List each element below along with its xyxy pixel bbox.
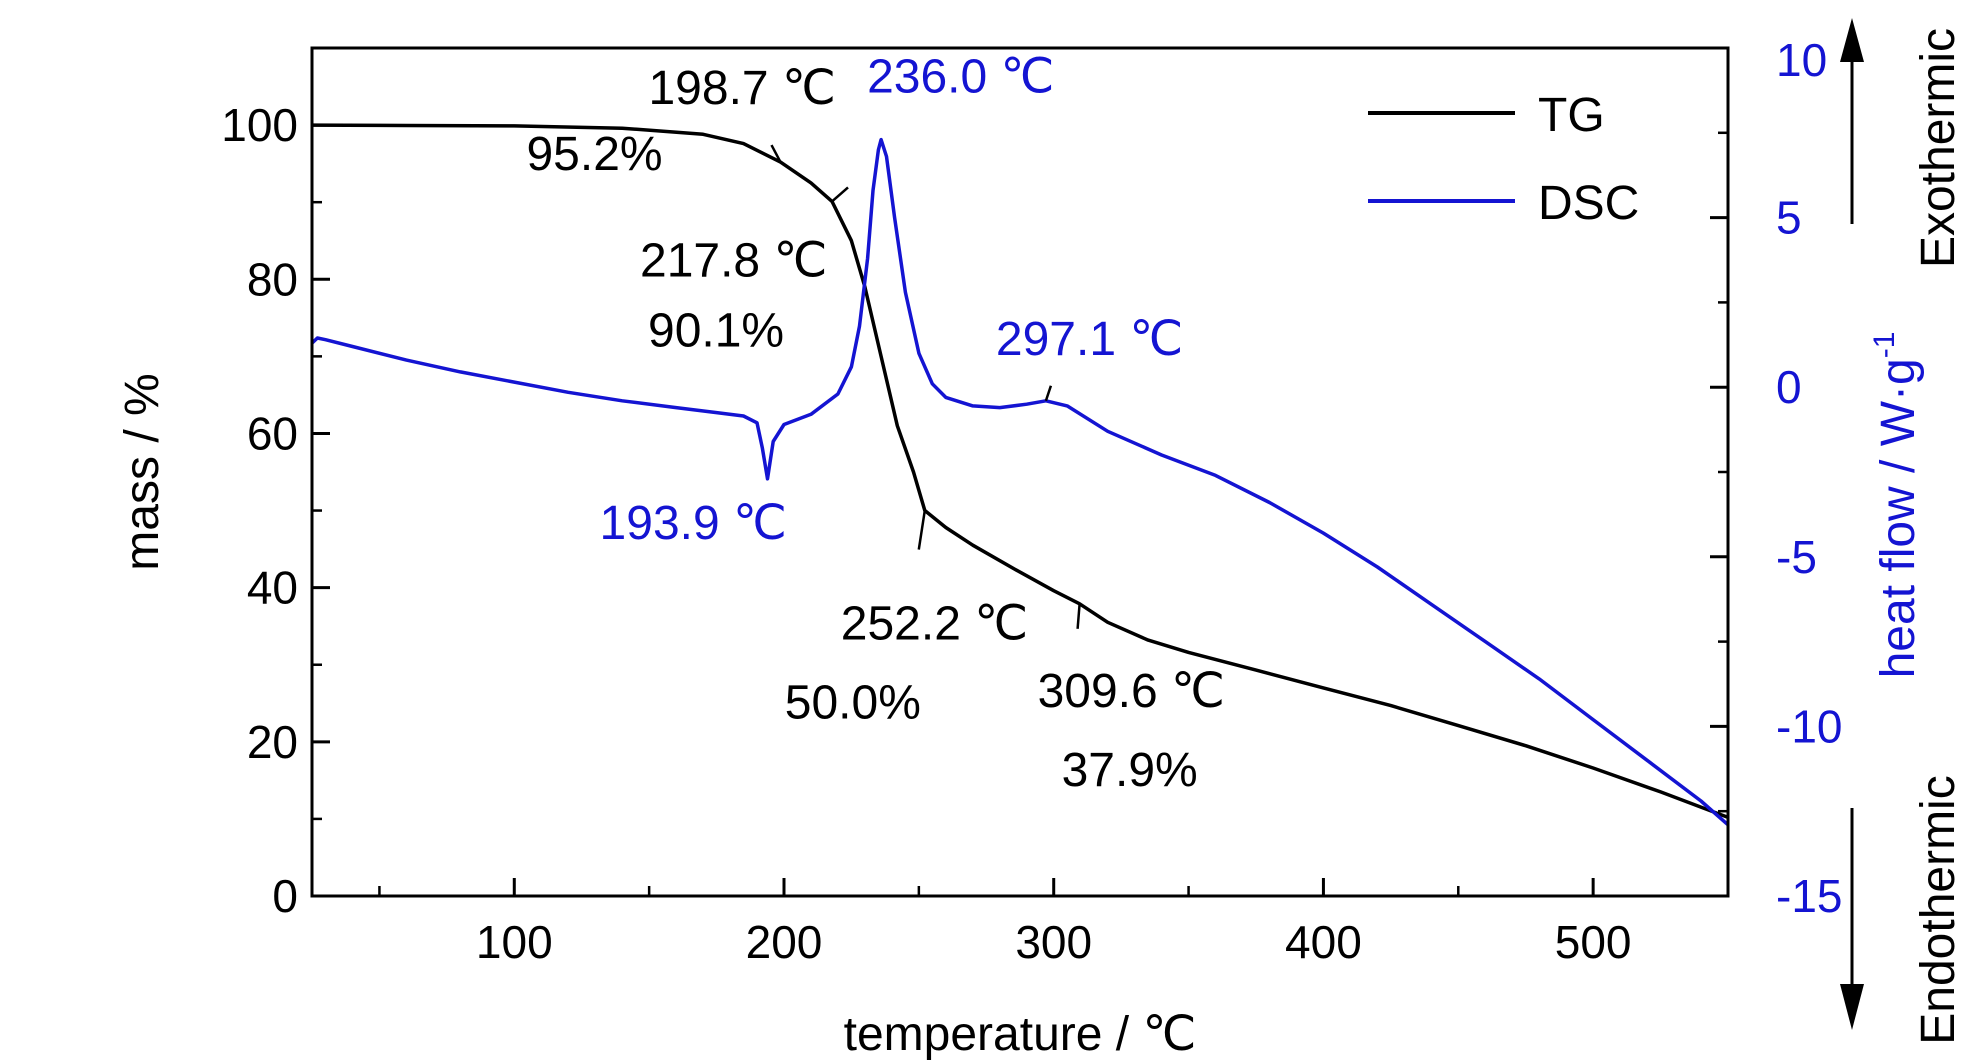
y-left-tick-label: 0	[272, 870, 298, 922]
x-tick-label: 500	[1555, 916, 1632, 968]
annotation-label: 236.0 ℃	[867, 51, 1054, 104]
annotation-label: 90.1%	[648, 304, 784, 357]
y-left-tick-label: 40	[247, 562, 298, 614]
annotation-leader	[917, 510, 927, 550]
y-right-tick-label: -15	[1776, 870, 1842, 922]
exothermic-label: Exothermic	[1912, 28, 1965, 268]
annotation-label: 50.0%	[785, 677, 921, 730]
x-tick-label: 200	[746, 916, 823, 968]
x-tick-label: 400	[1285, 916, 1362, 968]
series-tg-line	[311, 123, 1729, 820]
x-tick-label: 300	[1015, 916, 1092, 968]
y-right-axis-title-sup: -1	[1868, 332, 1901, 359]
annotation-label: 297.1 ℃	[996, 313, 1183, 366]
plot-frame	[310, 46, 1730, 898]
arrow-up-icon	[1840, 18, 1864, 62]
annotation-label: 37.9%	[1062, 744, 1198, 797]
annotation-leader	[1076, 603, 1081, 629]
series-dsc-line	[310, 137, 1730, 827]
annotation-label: 217.8 ℃	[640, 234, 827, 287]
y-right-tick-label: 5	[1776, 192, 1802, 244]
annotation-label: 193.9 ℃	[600, 497, 787, 550]
legend-label-tg: TG	[1538, 89, 1605, 142]
annotation-leader	[1044, 385, 1053, 402]
annotation-label: 198.7 ℃	[648, 62, 835, 115]
annotation-label: 252.2 ℃	[841, 598, 1028, 651]
y-left-tick-label: 100	[221, 99, 298, 151]
y-left-tick-label: 20	[247, 716, 298, 768]
y-right-axis-title: heat flow / W·g-1	[1868, 332, 1925, 679]
y-right-tick-label: 10	[1776, 34, 1827, 86]
annotation-leader	[831, 186, 849, 203]
legend-label-dsc: DSC	[1538, 177, 1639, 230]
y-right-tick-label: -5	[1776, 531, 1817, 583]
y-left-tick-label: 80	[247, 253, 298, 305]
y-left-tick-label: 60	[247, 407, 298, 459]
x-tick-label: 100	[476, 916, 553, 968]
annotation-leader	[770, 144, 782, 163]
y-right-tick-label: -10	[1776, 700, 1842, 752]
endothermic-label: Endothermic	[1912, 775, 1965, 1044]
arrow-down-icon	[1840, 984, 1864, 1030]
y-left-axis-title: mass / %	[116, 373, 169, 570]
annotation-label: 309.6 ℃	[1038, 665, 1225, 718]
annotation-label: 95.2%	[526, 128, 662, 181]
y-right-tick-label: 0	[1776, 361, 1802, 413]
x-axis-title: temperature / ℃	[844, 1008, 1197, 1061]
